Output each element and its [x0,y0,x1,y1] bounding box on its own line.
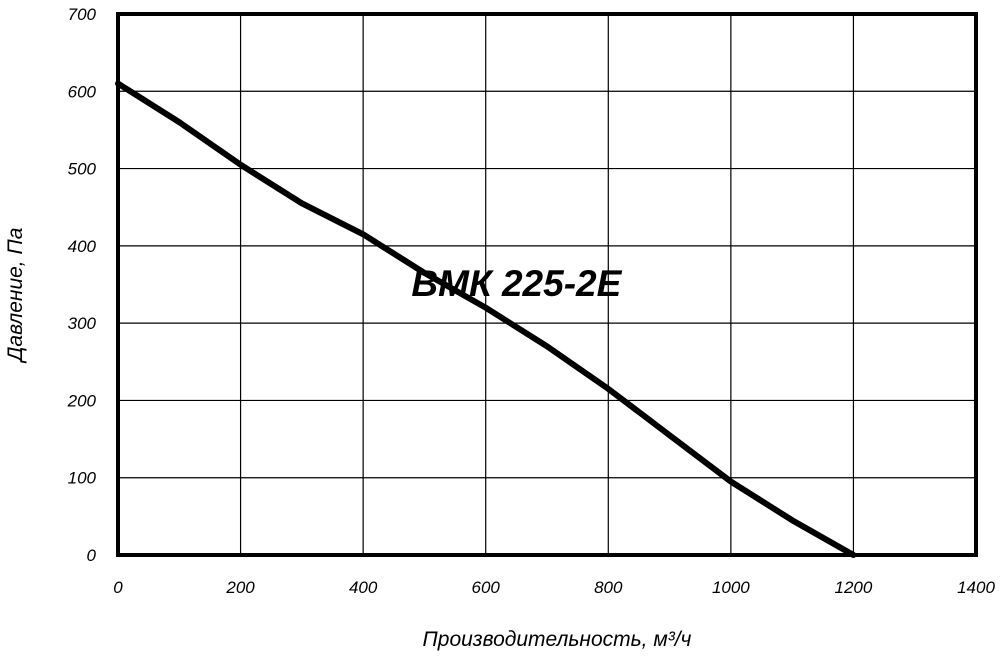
y-tick-label: 400 [68,237,97,256]
x-tick-labels: 0 200 400 600 800 1000 1200 1400 [113,578,995,597]
grid [117,13,977,556]
x-tick-label: 1000 [712,578,750,597]
x-tick-label: 0 [113,578,123,597]
y-tick-label: 500 [68,160,97,179]
y-tick-label: 0 [87,546,97,565]
y-tick-label: 100 [68,469,97,488]
y-tick-labels: 0 100 200 300 400 500 600 700 [67,5,97,565]
x-tick-label: 200 [225,578,255,597]
y-tick-label: 300 [68,314,97,333]
x-axis-title: Производительность, м³/ч [423,628,692,651]
plot-frame [116,12,978,557]
x-tick-label: 400 [349,578,378,597]
x-tick-label: 600 [472,578,501,597]
y-tick-label: 200 [67,391,97,410]
x-tick-label: 800 [594,578,623,597]
y-axis-title: Давление, Па [4,228,27,364]
y-tick-label: 600 [68,82,97,101]
series-curves [115,80,857,558]
series-line [115,80,857,558]
x-tick-label: 1400 [957,578,995,597]
x-tick-label: 1200 [835,578,873,597]
series-label: ВМК 225-2Е [411,263,622,304]
series-labels: ВМК 225-2Е [411,263,622,304]
y-tick-label: 700 [68,5,97,24]
